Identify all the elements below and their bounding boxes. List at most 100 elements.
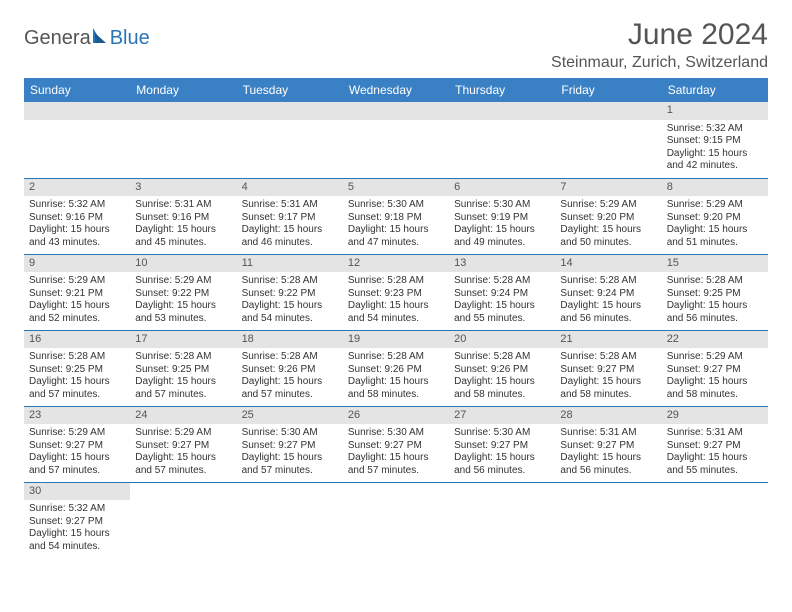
detail-line: Sunset: 9:16 PM [135,212,231,225]
detail-line: Daylight: 15 hours [348,452,444,465]
detail-line: Daylight: 15 hours [560,376,656,389]
day-cell: 12Sunrise: 5:28 AMSunset: 9:23 PMDayligh… [343,254,449,330]
day-cell: 25Sunrise: 5:30 AMSunset: 9:27 PMDayligh… [237,406,343,482]
day-number: 4 [237,179,343,197]
calendar-table: Sunday Monday Tuesday Wednesday Thursday… [24,78,768,558]
detail-line: Daylight: 15 hours [348,300,444,313]
detail-line: Sunrise: 5:29 AM [135,427,231,440]
day-number: 30 [24,483,130,501]
day-number: 5 [343,179,449,197]
day-cell: 6Sunrise: 5:30 AMSunset: 9:19 PMDaylight… [449,178,555,254]
day-cell: 26Sunrise: 5:30 AMSunset: 9:27 PMDayligh… [343,406,449,482]
detail-line: and 55 minutes. [667,465,763,478]
day-number: 17 [130,331,236,349]
header: Genera Blue June 2024 Steinmaur, Zurich,… [24,18,768,72]
day-details: Sunrise: 5:30 AMSunset: 9:19 PMDaylight:… [449,196,555,253]
detail-line: Sunrise: 5:28 AM [667,275,763,288]
detail-line: Daylight: 15 hours [29,376,125,389]
detail-line: Sunrise: 5:31 AM [135,199,231,212]
day-cell: 11Sunrise: 5:28 AMSunset: 9:22 PMDayligh… [237,254,343,330]
day-cell [24,102,130,178]
day-cell: 16Sunrise: 5:28 AMSunset: 9:25 PMDayligh… [24,330,130,406]
detail-line: and 54 minutes. [242,313,338,326]
detail-line: Daylight: 15 hours [29,452,125,465]
detail-line: Sunrise: 5:28 AM [454,351,550,364]
detail-line: Sunrise: 5:32 AM [29,503,125,516]
detail-line: and 54 minutes. [348,313,444,326]
day-number: 15 [662,255,768,273]
detail-line: Daylight: 15 hours [29,224,125,237]
day-number: 19 [343,331,449,349]
day-cell: 1Sunrise: 5:32 AMSunset: 9:15 PMDaylight… [662,102,768,178]
detail-line: Sunrise: 5:31 AM [242,199,338,212]
day-number: 6 [449,179,555,197]
detail-line: and 58 minutes. [667,389,763,402]
day-cell: 8Sunrise: 5:29 AMSunset: 9:20 PMDaylight… [662,178,768,254]
detail-line: Sunrise: 5:30 AM [454,427,550,440]
day-details: Sunrise: 5:31 AMSunset: 9:27 PMDaylight:… [555,424,661,481]
col-wed: Wednesday [343,78,449,102]
detail-line: Sunrise: 5:29 AM [560,199,656,212]
detail-line: Daylight: 15 hours [667,148,763,161]
detail-line: Sunset: 9:19 PM [454,212,550,225]
day-number: 27 [449,407,555,425]
detail-line: Sunset: 9:27 PM [667,364,763,377]
detail-line: Sunset: 9:17 PM [242,212,338,225]
detail-line: Sunset: 9:27 PM [560,440,656,453]
detail-line: Sunset: 9:25 PM [29,364,125,377]
day-details: Sunrise: 5:28 AMSunset: 9:25 PMDaylight:… [24,348,130,405]
detail-line: Daylight: 15 hours [29,528,125,541]
detail-line: Sunrise: 5:31 AM [667,427,763,440]
location: Steinmaur, Zurich, Switzerland [551,54,768,72]
col-sat: Saturday [662,78,768,102]
day-details: Sunrise: 5:28 AMSunset: 9:24 PMDaylight:… [555,272,661,329]
detail-line: Sunrise: 5:28 AM [454,275,550,288]
col-thu: Thursday [449,78,555,102]
detail-line: Sunrise: 5:28 AM [242,275,338,288]
detail-line: Sunrise: 5:31 AM [560,427,656,440]
day-number [343,102,449,120]
detail-line: Sunrise: 5:30 AM [348,427,444,440]
day-details: Sunrise: 5:28 AMSunset: 9:27 PMDaylight:… [555,348,661,405]
detail-line: Daylight: 15 hours [29,300,125,313]
day-number [555,102,661,120]
detail-line: and 45 minutes. [135,237,231,250]
day-cell [449,482,555,558]
day-details: Sunrise: 5:30 AMSunset: 9:27 PMDaylight:… [343,424,449,481]
detail-line: Sunset: 9:27 PM [29,516,125,529]
detail-line: Daylight: 15 hours [135,452,231,465]
detail-line: Sunrise: 5:29 AM [29,275,125,288]
detail-line: and 53 minutes. [135,313,231,326]
detail-line: Sunset: 9:25 PM [667,288,763,301]
day-cell: 9Sunrise: 5:29 AMSunset: 9:21 PMDaylight… [24,254,130,330]
day-number: 7 [555,179,661,197]
detail-line: Sunset: 9:27 PM [454,440,550,453]
detail-line: Daylight: 15 hours [454,300,550,313]
detail-line: Sunset: 9:16 PM [29,212,125,225]
detail-line: Sunrise: 5:32 AM [29,199,125,212]
week-row: 2Sunrise: 5:32 AMSunset: 9:16 PMDaylight… [24,178,768,254]
day-details: Sunrise: 5:28 AMSunset: 9:25 PMDaylight:… [130,348,236,405]
detail-line: Sunrise: 5:28 AM [135,351,231,364]
detail-line: and 52 minutes. [29,313,125,326]
detail-line: Sunrise: 5:28 AM [560,351,656,364]
detail-line: Daylight: 15 hours [560,224,656,237]
detail-line: and 46 minutes. [242,237,338,250]
detail-line: and 56 minutes. [454,465,550,478]
day-cell: 29Sunrise: 5:31 AMSunset: 9:27 PMDayligh… [662,406,768,482]
day-cell: 13Sunrise: 5:28 AMSunset: 9:24 PMDayligh… [449,254,555,330]
day-cell: 2Sunrise: 5:32 AMSunset: 9:16 PMDaylight… [24,178,130,254]
day-cell [343,102,449,178]
detail-line: and 42 minutes. [667,160,763,173]
day-cell: 15Sunrise: 5:28 AMSunset: 9:25 PMDayligh… [662,254,768,330]
day-cell [130,102,236,178]
day-cell: 24Sunrise: 5:29 AMSunset: 9:27 PMDayligh… [130,406,236,482]
day-cell [449,102,555,178]
detail-line: Sunset: 9:22 PM [242,288,338,301]
detail-line: Daylight: 15 hours [135,376,231,389]
detail-line: Daylight: 15 hours [242,452,338,465]
day-cell: 18Sunrise: 5:28 AMSunset: 9:26 PMDayligh… [237,330,343,406]
detail-line: and 47 minutes. [348,237,444,250]
day-cell: 28Sunrise: 5:31 AMSunset: 9:27 PMDayligh… [555,406,661,482]
day-details: Sunrise: 5:29 AMSunset: 9:22 PMDaylight:… [130,272,236,329]
